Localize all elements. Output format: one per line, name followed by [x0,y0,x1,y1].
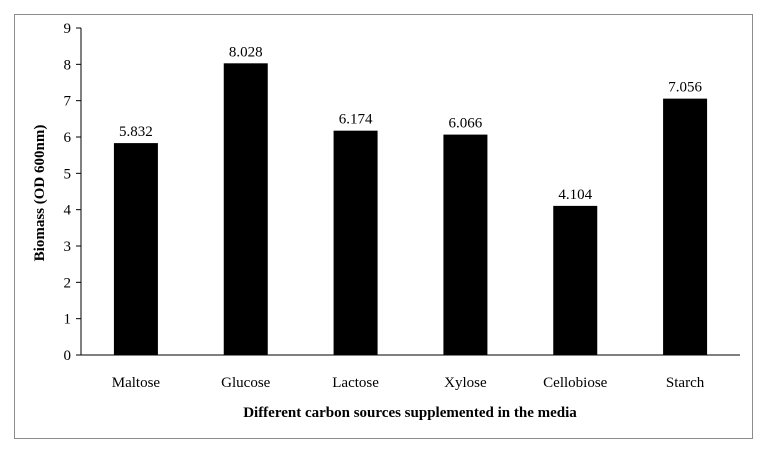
bar-maltose [113,143,158,355]
x-category-xylose: Xylose [444,375,487,391]
x-axis-categories: Maltose Glucose Lactose Xylose Cellobiose Sta… [112,375,705,391]
y-tick-label: 0 [64,348,72,364]
data-label-maltose: 5.832 [119,124,153,140]
data-label-lactose: 6.174 [339,112,373,128]
y-tick-label: 4 [64,203,72,219]
y-tick-label: 3 [64,239,72,255]
y-axis-ticks: 0 1 2 3 4 5 6 7 8 9 [64,21,81,364]
x-category-glucose: Glucose [221,375,270,391]
y-tick-label: 6 [64,130,72,146]
x-category-lactose: Lactose [332,375,379,391]
data-label-cellobiose: 4.104 [558,187,592,203]
data-label-xylose: 6.066 [449,116,483,132]
bar-xylose [443,134,488,355]
bar-lactose [333,130,378,355]
x-axis-title: Different carbon sources supplemented in… [243,405,577,421]
data-label-starch: 7.056 [668,80,702,96]
bar-cellobiose [553,205,598,355]
y-tick-label: 8 [64,57,72,73]
y-axis-title: Biomass (OD 600nm) [32,125,48,262]
data-labels: 5.832 8.028 6.174 6.066 4.104 7.056 [119,44,702,203]
y-tick-label: 7 [64,94,72,110]
data-label-glucose: 8.028 [229,44,263,60]
bars [113,63,708,355]
y-tick-label: 2 [64,275,72,291]
y-tick-label: 1 [64,312,72,328]
x-category-maltose: Maltose [112,375,161,391]
y-tick-label: 5 [64,166,72,182]
x-category-starch: Starch [666,375,705,391]
x-category-cellobiose: Cellobiose [543,375,608,391]
bar-glucose [223,63,268,355]
y-tick-label: 9 [64,21,72,37]
bar-starch [663,98,708,355]
